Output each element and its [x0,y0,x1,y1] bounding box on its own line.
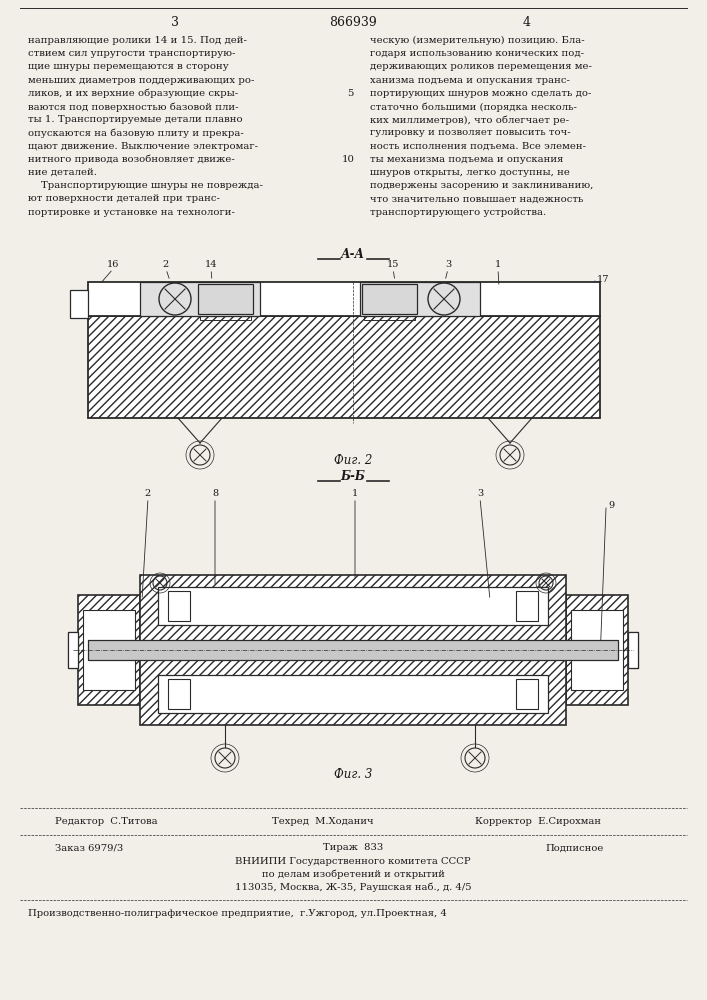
Text: портировке и установке на технологи-: портировке и установке на технологи- [28,208,235,217]
Polygon shape [168,591,190,621]
Text: Фиг. 3: Фиг. 3 [334,768,372,782]
Polygon shape [168,613,190,621]
Text: ВНИИПИ Государственного комитета СССР: ВНИИПИ Государственного комитета СССР [235,856,471,865]
Polygon shape [516,701,538,709]
Polygon shape [168,591,190,599]
Text: Фиг. 2: Фиг. 2 [334,454,372,468]
Polygon shape [628,632,638,668]
Text: нитного привода возобновляет движе-: нитного привода возобновляет движе- [28,155,235,164]
Text: годаря использованию конических под-: годаря использованию конических под- [370,49,584,58]
Text: портирующих шнуров можно сделать до-: портирующих шнуров можно сделать до- [370,89,591,98]
Polygon shape [516,679,538,687]
Text: 5: 5 [347,89,354,98]
Text: 17: 17 [597,274,609,284]
Text: 113035, Москва, Ж-35, Раушская наб., д. 4/5: 113035, Москва, Ж-35, Раушская наб., д. … [235,882,472,892]
Polygon shape [200,310,251,320]
Text: ваются под поверхностью базовой пли-: ваются под поверхностью базовой пли- [28,102,238,111]
Text: 866939: 866939 [329,15,377,28]
Polygon shape [362,284,417,314]
Text: ние деталей.: ние деталей. [28,168,97,177]
Text: направляющие ролики 14 и 15. Под дей-: направляющие ролики 14 и 15. Под дей- [28,36,247,45]
Polygon shape [68,632,78,668]
Text: статочно большими (порядка несколь-: статочно большими (порядка несколь- [370,102,577,111]
Text: 2: 2 [145,489,151,498]
Text: Тираж  833: Тираж 833 [323,844,383,852]
Polygon shape [88,282,600,316]
Polygon shape [628,632,638,668]
Polygon shape [364,310,415,320]
Text: Корректор  Е.Сирохман: Корректор Е.Сирохман [475,818,601,826]
Polygon shape [516,591,538,621]
Text: 10: 10 [341,155,354,164]
Polygon shape [363,302,477,316]
Text: ты механизма подъема и опускания: ты механизма подъема и опускания [370,155,563,164]
Text: ствием сил упругости транспортирую-: ствием сил упругости транспортирую- [28,49,235,58]
Text: ческую (измерительную) позицию. Бла-: ческую (измерительную) позицию. Бла- [370,36,585,45]
Polygon shape [360,282,480,316]
Polygon shape [571,610,623,690]
Polygon shape [168,679,190,709]
Polygon shape [364,286,415,306]
Polygon shape [198,284,253,314]
Polygon shape [83,610,135,690]
Text: 2: 2 [163,260,169,269]
Text: 3: 3 [477,489,483,498]
Text: подвержены засорению и заклиниванию,: подвержены засорению и заклиниванию, [370,181,593,190]
Text: опускаются на базовую плиту и прекра-: опускаются на базовую плиту и прекра- [28,128,244,138]
Text: Б-Б: Б-Б [341,470,366,483]
Text: 1: 1 [352,489,358,498]
Text: 4: 4 [523,15,531,28]
Text: 16: 16 [107,260,119,269]
Text: Техред  М.Ходанич: Техред М.Ходанич [272,818,373,826]
Polygon shape [168,679,190,687]
Text: шнуров открыты, легко доступны, не: шнуров открыты, легко доступны, не [370,168,570,177]
Polygon shape [88,316,600,418]
Polygon shape [143,302,257,316]
Text: ность исполнения подъема. Все элемен-: ность исполнения подъема. Все элемен- [370,142,586,151]
Text: гулировку и позволяет повысить точ-: гулировку и позволяет повысить точ- [370,128,571,137]
Polygon shape [70,290,88,318]
Text: ханизма подъема и опускания транс-: ханизма подъема и опускания транс- [370,76,570,85]
Text: транспортирующего устройства.: транспортирующего устройства. [370,208,547,217]
Text: Производственно-полиграфическое предприятие,  г.Ужгород, ул.Проектная, 4: Производственно-полиграфическое предприя… [28,908,447,918]
Text: что значительно повышает надежность: что значительно повышает надежность [370,194,583,203]
Text: ют поверхности деталей при транс-: ют поверхности деталей при транс- [28,194,220,203]
Polygon shape [516,613,538,621]
Polygon shape [516,679,538,709]
Text: щают движение. Выключение электромаг-: щают движение. Выключение электромаг- [28,142,258,151]
Polygon shape [158,675,548,713]
Text: Заказ 6979/3: Заказ 6979/3 [55,844,123,852]
Polygon shape [158,587,548,625]
Text: меньших диаметров поддерживающих ро-: меньших диаметров поддерживающих ро- [28,76,255,85]
Text: 1: 1 [495,260,501,269]
Polygon shape [200,286,251,306]
Polygon shape [566,595,628,705]
Text: А-А: А-А [341,248,365,261]
Text: 9: 9 [608,502,614,510]
Text: ликов, и их верхние образующие скры-: ликов, и их верхние образующие скры- [28,89,238,98]
Polygon shape [78,595,140,705]
Text: по делам изобретений и открытий: по делам изобретений и открытий [262,869,445,879]
Text: ты 1. Транспортируемые детали плавно: ты 1. Транспортируемые детали плавно [28,115,243,124]
Text: держивающих роликов перемещения ме-: держивающих роликов перемещения ме- [370,62,592,71]
Text: 3: 3 [171,15,179,28]
Text: 3: 3 [445,260,451,269]
Text: щие шнуры перемещаются в сторону: щие шнуры перемещаются в сторону [28,62,229,71]
Text: Подписное: Подписное [545,844,603,852]
Text: Редактор  С.Титова: Редактор С.Титова [55,818,158,826]
Text: Транспортирующие шнуры не поврежда-: Транспортирующие шнуры не поврежда- [28,181,263,190]
Text: ких миллиметров), что облегчает ре-: ких миллиметров), что облегчает ре- [370,115,569,125]
Text: 14: 14 [205,260,217,269]
Polygon shape [140,575,566,725]
Polygon shape [140,282,260,316]
Text: 15: 15 [387,260,399,269]
Polygon shape [88,640,618,660]
Polygon shape [168,701,190,709]
Polygon shape [516,591,538,599]
Text: 8: 8 [212,489,218,498]
Polygon shape [68,632,78,668]
